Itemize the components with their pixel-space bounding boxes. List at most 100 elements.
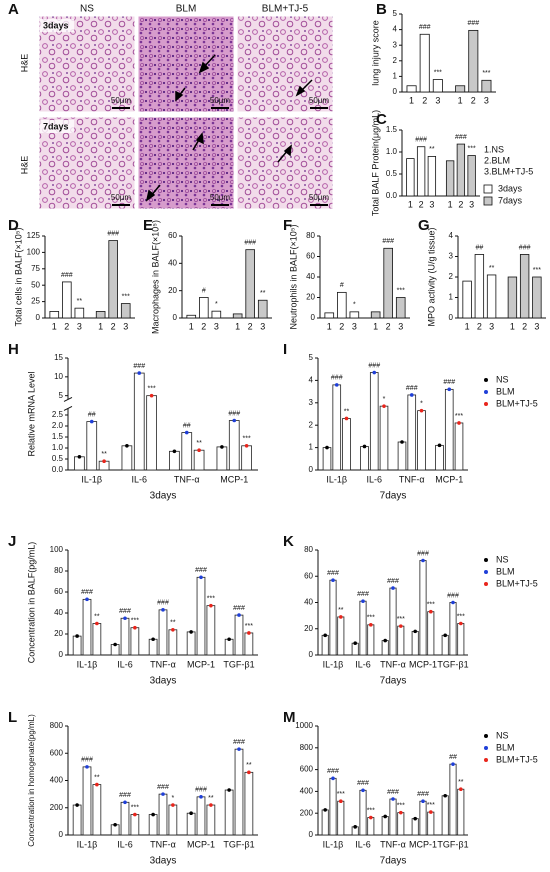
bar xyxy=(389,587,397,656)
x-tick-label: 1 xyxy=(52,321,57,331)
legend-label: NS xyxy=(496,554,509,564)
y-tick-label: 2 xyxy=(309,420,314,429)
mean-point xyxy=(413,816,418,821)
y-tick-label: 60 xyxy=(306,252,315,261)
y-tick-label: 40 xyxy=(304,598,313,607)
bar xyxy=(397,812,405,836)
mean-point xyxy=(459,787,463,792)
significance: *** xyxy=(397,287,405,294)
bar xyxy=(342,418,351,471)
panel-letter: B xyxy=(376,1,387,18)
x-tick-label: IL-1β xyxy=(323,839,344,849)
significance: * xyxy=(215,301,218,308)
histology-image xyxy=(236,15,334,113)
mean-point xyxy=(459,621,463,626)
significance: ### xyxy=(443,379,455,386)
x-tick-label: 3 xyxy=(534,321,539,331)
x-tick-label: TNF-α xyxy=(174,474,200,484)
mean-point xyxy=(331,776,335,781)
bar xyxy=(257,299,268,319)
significance: ### xyxy=(195,787,207,794)
x-tick-label: 1 xyxy=(510,321,515,331)
x-tick-label: MCP-1 xyxy=(409,839,437,849)
y-tick-label: 200 xyxy=(50,803,64,812)
significance: ### xyxy=(382,238,394,245)
bar xyxy=(82,598,92,656)
x-tick-label: 3 xyxy=(352,321,357,331)
bar xyxy=(120,617,130,656)
bar xyxy=(381,816,389,836)
bar xyxy=(186,812,196,836)
mean-point xyxy=(89,419,94,424)
x-tick-label: IL-1β xyxy=(323,659,344,669)
bar xyxy=(241,445,252,471)
significance: ### xyxy=(233,605,245,612)
y-axis-label: Macrophages in BALF(×10⁵) xyxy=(150,220,160,334)
bar xyxy=(245,249,255,319)
x-tick-label: MCP-1 xyxy=(409,659,437,669)
significance: ## xyxy=(183,422,191,429)
significance: ** xyxy=(94,613,100,620)
bar xyxy=(337,616,345,656)
mean-point xyxy=(383,638,388,643)
legend-label: BLM xyxy=(496,566,515,576)
bar xyxy=(449,763,457,836)
mean-point xyxy=(171,628,175,632)
mean-point xyxy=(419,408,424,413)
panel-letter: G xyxy=(418,217,430,234)
bar xyxy=(519,254,530,319)
x-tick-label: 3 xyxy=(469,199,474,209)
bar xyxy=(427,811,435,836)
x-axis-label: 7days xyxy=(380,676,407,687)
mean-point xyxy=(209,803,213,807)
y-tick-label: 0 xyxy=(309,465,314,474)
y-tick-label: 40 xyxy=(168,258,177,267)
bar xyxy=(397,625,405,656)
y-tick-label: 400 xyxy=(50,776,64,785)
y-tick-label: 1.5 xyxy=(386,125,398,134)
significance: ** xyxy=(344,408,350,415)
mean-point xyxy=(199,575,203,580)
bar xyxy=(168,804,178,836)
mean-point xyxy=(75,634,79,638)
significance: ## xyxy=(88,411,96,418)
significance: *** xyxy=(367,807,375,814)
significance: *** xyxy=(245,623,253,630)
significance: ### xyxy=(331,375,343,382)
bar xyxy=(196,576,206,656)
scale-label: 50μm xyxy=(309,193,330,202)
mean-point xyxy=(227,637,231,642)
axis-break xyxy=(63,405,73,411)
mean-point xyxy=(443,633,448,638)
x-tick-label: TNF-α xyxy=(399,474,425,484)
mean-point xyxy=(429,810,433,814)
y-tick-label: 2 xyxy=(449,272,454,281)
significance: *** xyxy=(337,791,345,798)
scale-bars xyxy=(112,107,328,206)
mean-point xyxy=(451,762,455,766)
mean-point xyxy=(391,586,395,590)
y-tick-label: 20 xyxy=(304,624,313,633)
bar xyxy=(359,600,367,656)
mean-point xyxy=(85,597,89,602)
mean-point xyxy=(123,800,127,805)
significance: # xyxy=(202,287,206,294)
mean-point xyxy=(372,370,377,375)
x-tick-label: 1 xyxy=(409,95,414,105)
y-tick-label: 4 xyxy=(309,376,314,385)
significance: ## xyxy=(475,244,483,251)
x-tick-label: IL-1β xyxy=(81,474,102,484)
y-axis-label: Total cells in BALF(×10⁵) xyxy=(13,227,23,326)
histology-image xyxy=(137,116,235,210)
significance: *** xyxy=(397,616,405,623)
histology-image xyxy=(236,116,334,210)
x-tick-label: 2 xyxy=(386,321,391,331)
legend-label: 3days xyxy=(498,183,523,193)
mean-point xyxy=(232,418,237,423)
mean-point xyxy=(353,641,358,645)
bar xyxy=(474,254,485,319)
x-tick-label: IL-1β xyxy=(326,474,347,484)
bar xyxy=(193,449,205,471)
significance: ### xyxy=(228,410,240,417)
